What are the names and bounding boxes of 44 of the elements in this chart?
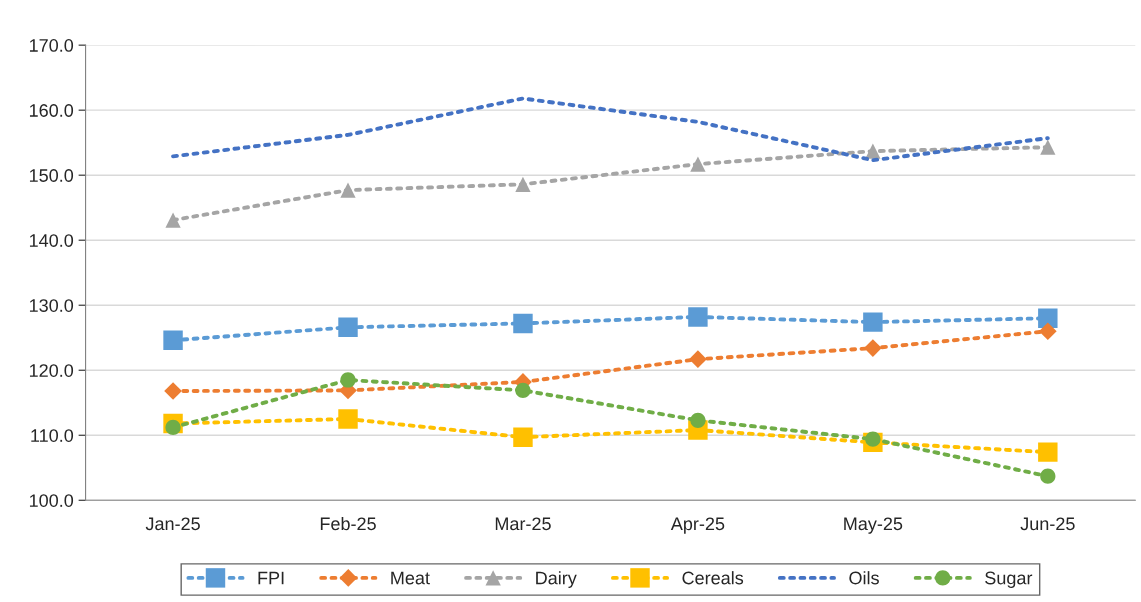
legend-label: Oils [849, 571, 879, 585]
point [863, 312, 883, 332]
point [340, 372, 356, 388]
legend-label: Meat [391, 571, 430, 585]
y-tick-label: 160.0 [29, 104, 74, 117]
point [690, 412, 706, 428]
point [690, 156, 706, 172]
y-tick-label: 130.0 [29, 299, 74, 312]
x-tick-label: Jun-25 [1020, 517, 1075, 531]
point [1040, 139, 1056, 155]
point [515, 176, 531, 192]
point [688, 307, 708, 327]
point [1040, 468, 1056, 484]
point [165, 212, 181, 228]
point [513, 427, 533, 447]
y-tick-label: 120.0 [29, 364, 74, 377]
point [864, 339, 882, 357]
point [165, 419, 181, 436]
point [689, 350, 707, 369]
point [163, 330, 183, 351]
point [513, 313, 533, 334]
point [515, 382, 531, 399]
y-tick-label: 170.0 [29, 39, 74, 52]
legend-label: FPI [258, 571, 284, 585]
point [340, 182, 356, 198]
point [164, 382, 182, 400]
legend-label: Sugar [985, 571, 1033, 588]
x-tick-label: Jan-25 [145, 517, 200, 531]
point [1038, 322, 1057, 341]
x-tick-label: Feb-25 [320, 516, 376, 531]
y-tick-label: 140.0 [29, 234, 74, 247]
y-tick-label: 150.0 [29, 169, 74, 182]
legend-label: Dairy [536, 571, 577, 588]
x-tick-label: May-25 [844, 517, 903, 534]
point [338, 409, 358, 429]
y-tick-label: 110.0 [31, 429, 74, 442]
x-tick-label: Mar-25 [495, 517, 551, 531]
point [338, 317, 358, 338]
x-tick-label: Apr-25 [670, 517, 725, 534]
point [865, 431, 881, 447]
point [1038, 308, 1058, 328]
legend-label: Cereals [682, 571, 744, 585]
y-tick-label: 100.0 [29, 494, 74, 507]
point [1038, 442, 1058, 462]
